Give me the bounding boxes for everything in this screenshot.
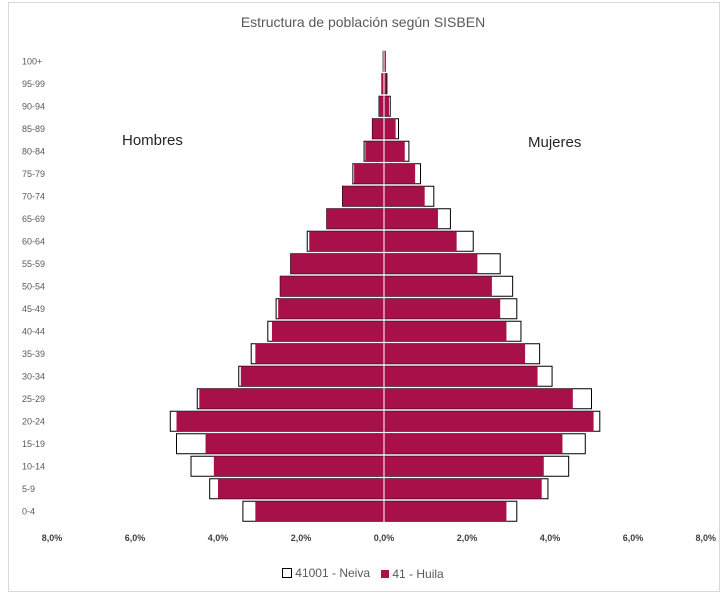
y-tick-label: 20-24 [22,416,45,426]
y-tick-label: 15-19 [22,439,45,449]
bar-huila-hombres-25-29 [199,388,384,409]
y-tick-label: 95-99 [22,79,45,89]
y-tick-label: 75-79 [22,169,45,179]
x-tick-label: 4,0% [208,533,229,543]
bar-huila-mujeres-90-94 [384,96,389,117]
left-side-label: Hombres [122,132,183,149]
bar-huila-mujeres-5-9 [384,478,542,499]
y-tick-label: 10-14 [22,461,45,471]
bar-huila-mujeres-95-99 [384,73,387,94]
bar-huila-mujeres-40-44 [384,321,507,342]
y-tick-label: 65-69 [22,214,45,224]
bar-huila-mujeres-15-19 [384,433,563,454]
bar-huila-hombres-5-9 [218,478,384,499]
y-tick-label: 100+ [22,56,42,66]
bar-huila-mujeres-0-4 [384,501,507,522]
bar-huila-hombres-0-4 [255,501,384,522]
y-tick-label: 90-94 [22,101,45,111]
bar-huila-hombres-95-99 [381,73,384,94]
x-tick-label: 8,0% [42,533,63,543]
bar-huila-hombres-30-34 [240,366,384,387]
bar-huila-hombres-10-14 [213,456,384,477]
bar-huila-mujeres-65-69 [384,208,438,229]
y-tick-label: 35-39 [22,349,45,359]
x-tick-label: 2,0% [457,533,478,543]
bars-group [169,50,601,523]
bar-huila-mujeres-30-34 [384,366,538,387]
bar-huila-mujeres-70-74 [384,186,425,207]
y-tick-label: 50-54 [22,281,45,291]
bar-huila-mujeres-35-39 [384,343,526,364]
bar-huila-mujeres-55-59 [384,253,478,274]
legend-swatch-huila [381,570,390,578]
y-tick-label: 85-89 [22,124,45,134]
legend-item-huila: 41 - Huila [381,567,444,581]
y-tick-label: 25-29 [22,394,45,404]
y-tick-label: 70-74 [22,191,45,201]
bar-huila-hombres-90-94 [379,96,384,117]
y-tick-label: 55-59 [22,259,45,269]
bar-huila-mujeres-45-49 [384,298,501,319]
bar-huila-mujeres-85-89 [384,118,396,139]
y-tick-label: 80-84 [22,146,45,156]
bar-huila-hombres-70-74 [342,186,384,207]
y-tick-label: 0-4 [22,506,35,516]
bar-huila-hombres-55-59 [290,253,384,274]
x-tick-label: 0,0% [374,533,395,543]
bar-huila-hombres-85-89 [372,118,384,139]
y-tick-label: 40-44 [22,326,45,336]
bar-huila-hombres-20-24 [176,411,384,432]
bar-huila-hombres-45-49 [278,298,384,319]
y-tick-label: 30-34 [22,371,45,381]
bar-huila-hombres-35-39 [255,343,384,364]
x-tick-label: 4,0% [540,533,561,543]
bar-huila-mujeres-50-54 [384,276,492,297]
bar-huila-hombres-75-79 [354,163,384,184]
y-axis: 100+ 95-99 90-94 85-89 80-84 75-79 70-74 65-69 6… [22,56,45,516]
x-tick-label: 6,0% [623,533,644,543]
bar-huila-mujeres-60-64 [384,231,457,252]
y-tick-label: 45-49 [22,304,45,314]
bar-huila-hombres-50-54 [280,276,384,297]
bar-huila-mujeres-100+ [384,51,386,72]
y-tick-label: 60-64 [22,236,45,246]
bar-huila-mujeres-25-29 [384,388,573,409]
chart-title: Estructura de población según SISBEN [240,14,486,30]
bar-huila-mujeres-80-84 [384,141,405,162]
legend-label-huila: 41 - Huila [392,567,444,581]
bar-huila-hombres-40-44 [271,321,384,342]
bar-huila-hombres-60-64 [309,231,384,252]
x-axis: 8,0% 6,0% 4,0% 2,0% 0,0% 2,0% 4,0% 6,0% 8,0% [42,533,716,543]
bar-huila-hombres-65-69 [326,208,384,229]
legend-item-neiva: 41001 - Neiva [282,566,370,580]
legend-swatch-neiva [282,568,293,578]
x-tick-label: 8,0% [695,533,716,543]
legend-label-neiva: 41001 - Neiva [295,566,370,580]
y-tick-label: 5-9 [22,484,35,494]
bar-huila-mujeres-10-14 [384,456,544,477]
bar-huila-mujeres-20-24 [384,411,594,432]
right-side-label: Mujeres [528,134,581,151]
x-tick-label: 2,0% [291,533,312,543]
legend: 41001 - Neiva 41 - Huila [0,566,726,581]
x-tick-label: 6,0% [125,533,146,543]
bar-huila-hombres-15-19 [205,433,384,454]
bar-huila-mujeres-75-79 [384,163,416,184]
bar-huila-hombres-80-84 [365,141,384,162]
